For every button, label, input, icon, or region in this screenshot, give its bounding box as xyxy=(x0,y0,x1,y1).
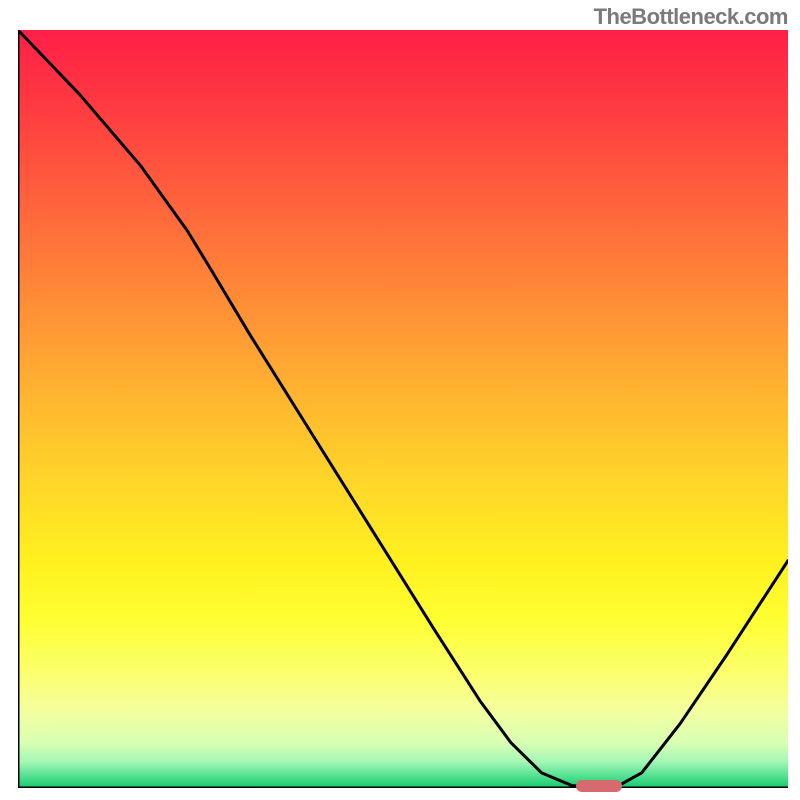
plot-area xyxy=(18,30,788,788)
chart-curve-layer xyxy=(18,30,788,788)
watermark-text: TheBottleneck.com xyxy=(594,4,788,30)
bottleneck-curve xyxy=(18,30,788,786)
optimal-marker xyxy=(576,780,622,792)
chart-root: { "watermark": { "text": "TheBottleneck.… xyxy=(0,0,800,800)
